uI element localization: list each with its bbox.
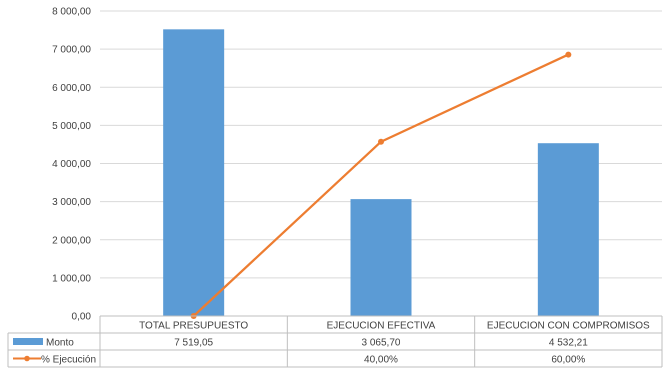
y-tick-label: 2 000,00 xyxy=(52,235,91,246)
y-tick-label: 8 000,00 xyxy=(52,7,91,18)
y-tick-label: 7 000,00 xyxy=(52,45,91,56)
legend-label-monto: Monto xyxy=(46,338,74,349)
bar-1 xyxy=(163,29,225,317)
legend-key-ejecucion-marker xyxy=(24,355,30,362)
line-point-3 xyxy=(565,51,572,58)
legend-label-ejecucion: % Ejecución xyxy=(41,355,96,366)
table-value-monto: 4 532,21 xyxy=(549,338,588,349)
table-value-monto: 7 519,05 xyxy=(174,338,213,349)
table-value-ejecucion: 60,00% xyxy=(551,355,585,366)
bar-2 xyxy=(350,199,412,316)
y-tick-label: 4 000,00 xyxy=(52,159,91,170)
bar-3 xyxy=(537,143,599,316)
y-tick-label: 5 000,00 xyxy=(52,121,91,132)
category-label: TOTAL PRESUPUESTO xyxy=(139,321,248,332)
y-tick-label: 0,00 xyxy=(72,312,92,323)
y-tick-label: 3 000,00 xyxy=(52,197,91,208)
category-label: EJECUCION EFECTIVA xyxy=(327,321,436,332)
table-value-monto: 3 065,70 xyxy=(362,338,401,349)
y-tick-label: 1 000,00 xyxy=(52,273,91,284)
category-label: EJECUCION CON COMPROMISOS xyxy=(487,321,650,332)
legend-key-monto xyxy=(13,338,43,345)
line-point-2 xyxy=(378,138,384,145)
table-value-ejecucion: 40,00% xyxy=(364,355,398,366)
y-tick-label: 6 000,00 xyxy=(52,83,91,94)
